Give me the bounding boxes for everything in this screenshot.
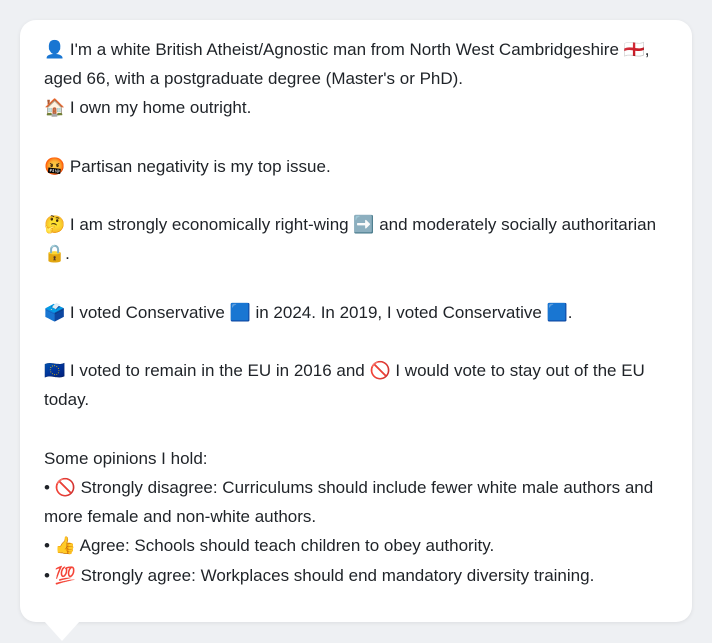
message-bubble: 👤 I'm a white British Atheist/Agnostic m… — [20, 20, 692, 622]
opinion-item: • 🚫 Strongly disagree: Curriculums shoul… — [44, 477, 654, 527]
text-line: 👤 I'm a white British Atheist/Agnostic m… — [44, 40, 650, 89]
text-line: 🏠 I own my home outright. — [44, 98, 252, 118]
paragraph: 🤔 I am strongly economically right-wing … — [44, 210, 668, 268]
opinions-heading: Some opinions I hold: — [44, 448, 208, 468]
text-line: 🤬 Partisan negativity is my top issue. — [44, 156, 331, 176]
opinion-item: • 👍 Agree: Schools should teach children… — [44, 536, 495, 556]
opinion-item: • 💯 Strongly agree: Workplaces should en… — [44, 565, 595, 585]
paragraph: 🗳️ I voted Conservative 🟦 in 2024. In 20… — [44, 298, 668, 327]
text-line: 🗳️ I voted Conservative 🟦 in 2024. In 20… — [44, 302, 573, 322]
text-line: 🤔 I am strongly economically right-wing … — [44, 215, 657, 264]
paragraph: 👤 I'm a white British Atheist/Agnostic m… — [44, 35, 668, 123]
paragraph: 🇪🇺 I voted to remain in the EU in 2016 a… — [44, 356, 668, 414]
paragraph: 🤬 Partisan negativity is my top issue. — [44, 152, 668, 181]
opinions: Some opinions I hold: • 🚫 Strongly disagr… — [44, 444, 668, 590]
bubble-tail — [44, 621, 80, 641]
text-line: 🇪🇺 I voted to remain in the EU in 2016 a… — [44, 361, 645, 410]
